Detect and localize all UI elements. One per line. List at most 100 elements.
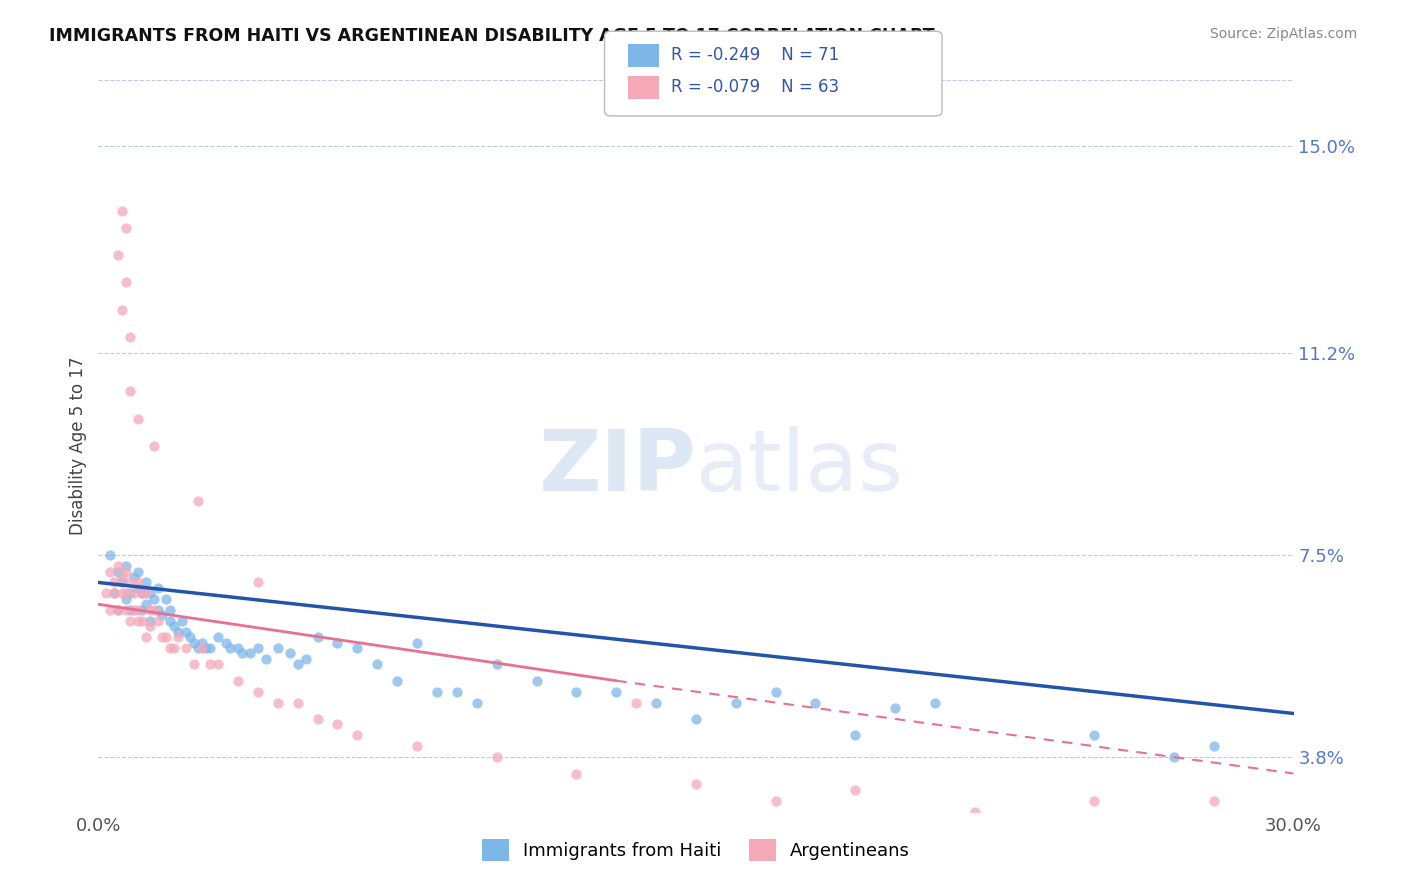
Point bbox=[120, 575, 142, 590]
Point bbox=[159, 640, 181, 655]
Point bbox=[207, 657, 229, 672]
Point bbox=[115, 220, 138, 235]
Point bbox=[150, 630, 173, 644]
Point bbox=[326, 635, 349, 649]
Point bbox=[124, 603, 146, 617]
Point bbox=[98, 548, 122, 562]
Point bbox=[139, 619, 162, 633]
Point bbox=[207, 630, 229, 644]
Point bbox=[183, 635, 205, 649]
Point bbox=[346, 640, 368, 655]
Point bbox=[107, 248, 129, 262]
Point bbox=[346, 728, 368, 742]
Point bbox=[267, 696, 290, 710]
Point bbox=[107, 603, 129, 617]
Point bbox=[115, 603, 138, 617]
Point bbox=[124, 586, 146, 600]
Point bbox=[167, 624, 190, 639]
Point bbox=[148, 581, 170, 595]
Point bbox=[103, 586, 125, 600]
Point bbox=[804, 696, 827, 710]
Point bbox=[294, 652, 316, 666]
Point bbox=[198, 640, 221, 655]
Point bbox=[139, 603, 162, 617]
Point bbox=[406, 635, 429, 649]
Text: IMMIGRANTS FROM HAITI VS ARGENTINEAN DISABILITY AGE 5 TO 17 CORRELATION CHART: IMMIGRANTS FROM HAITI VS ARGENTINEAN DIS… bbox=[49, 27, 935, 45]
Point bbox=[120, 384, 142, 399]
Point bbox=[446, 684, 468, 698]
Point bbox=[127, 581, 149, 595]
Point bbox=[131, 586, 153, 600]
Point bbox=[135, 586, 157, 600]
Text: ZIP: ZIP bbox=[538, 426, 696, 509]
Point bbox=[120, 586, 142, 600]
Point bbox=[287, 696, 309, 710]
Point bbox=[127, 603, 149, 617]
Point bbox=[267, 640, 290, 655]
Point bbox=[103, 575, 125, 590]
Point bbox=[107, 565, 129, 579]
Point bbox=[127, 565, 149, 579]
Point bbox=[526, 673, 548, 688]
Point bbox=[278, 647, 301, 661]
Point bbox=[179, 630, 201, 644]
Point bbox=[1163, 750, 1185, 764]
Point bbox=[111, 570, 134, 584]
Point bbox=[167, 630, 190, 644]
Text: atlas: atlas bbox=[696, 426, 904, 509]
Point bbox=[1083, 794, 1105, 808]
Point bbox=[155, 630, 177, 644]
Point bbox=[143, 591, 166, 606]
Point bbox=[139, 614, 162, 628]
Point bbox=[307, 712, 329, 726]
Point bbox=[111, 302, 134, 317]
Point bbox=[148, 603, 170, 617]
Point bbox=[1202, 794, 1225, 808]
Point bbox=[385, 673, 409, 688]
Text: R = -0.079    N = 63: R = -0.079 N = 63 bbox=[671, 78, 839, 96]
Point bbox=[1083, 728, 1105, 742]
Point bbox=[219, 640, 242, 655]
Point bbox=[1202, 739, 1225, 754]
Point bbox=[307, 630, 329, 644]
Point bbox=[143, 439, 166, 453]
Point bbox=[159, 603, 181, 617]
Point bbox=[187, 493, 209, 508]
Point bbox=[174, 640, 197, 655]
Point bbox=[287, 657, 309, 672]
Legend: Immigrants from Haiti, Argentineans: Immigrants from Haiti, Argentineans bbox=[475, 832, 917, 869]
Point bbox=[195, 640, 218, 655]
Point bbox=[326, 717, 349, 731]
Point bbox=[924, 696, 946, 710]
Text: R = -0.249    N = 71: R = -0.249 N = 71 bbox=[671, 46, 839, 64]
Y-axis label: Disability Age 5 to 17: Disability Age 5 to 17 bbox=[69, 357, 87, 535]
Point bbox=[103, 586, 125, 600]
Point bbox=[148, 614, 170, 628]
Point bbox=[120, 330, 142, 344]
Point bbox=[131, 614, 153, 628]
Point bbox=[246, 575, 269, 590]
Point bbox=[172, 614, 194, 628]
Point bbox=[159, 614, 181, 628]
Point bbox=[191, 635, 214, 649]
Point bbox=[163, 619, 186, 633]
Point bbox=[155, 591, 177, 606]
Point bbox=[406, 739, 429, 754]
Point bbox=[174, 624, 197, 639]
Point bbox=[685, 777, 707, 791]
Point bbox=[163, 640, 186, 655]
Point bbox=[765, 684, 787, 698]
Point bbox=[127, 614, 149, 628]
Point bbox=[246, 684, 269, 698]
Point bbox=[107, 603, 129, 617]
Point bbox=[143, 603, 166, 617]
Point bbox=[215, 635, 238, 649]
Point bbox=[565, 766, 588, 780]
Point bbox=[120, 614, 142, 628]
Point bbox=[724, 696, 747, 710]
Point bbox=[565, 684, 588, 698]
Point bbox=[107, 559, 129, 574]
Point bbox=[139, 586, 162, 600]
Point bbox=[765, 794, 787, 808]
Point bbox=[115, 565, 138, 579]
